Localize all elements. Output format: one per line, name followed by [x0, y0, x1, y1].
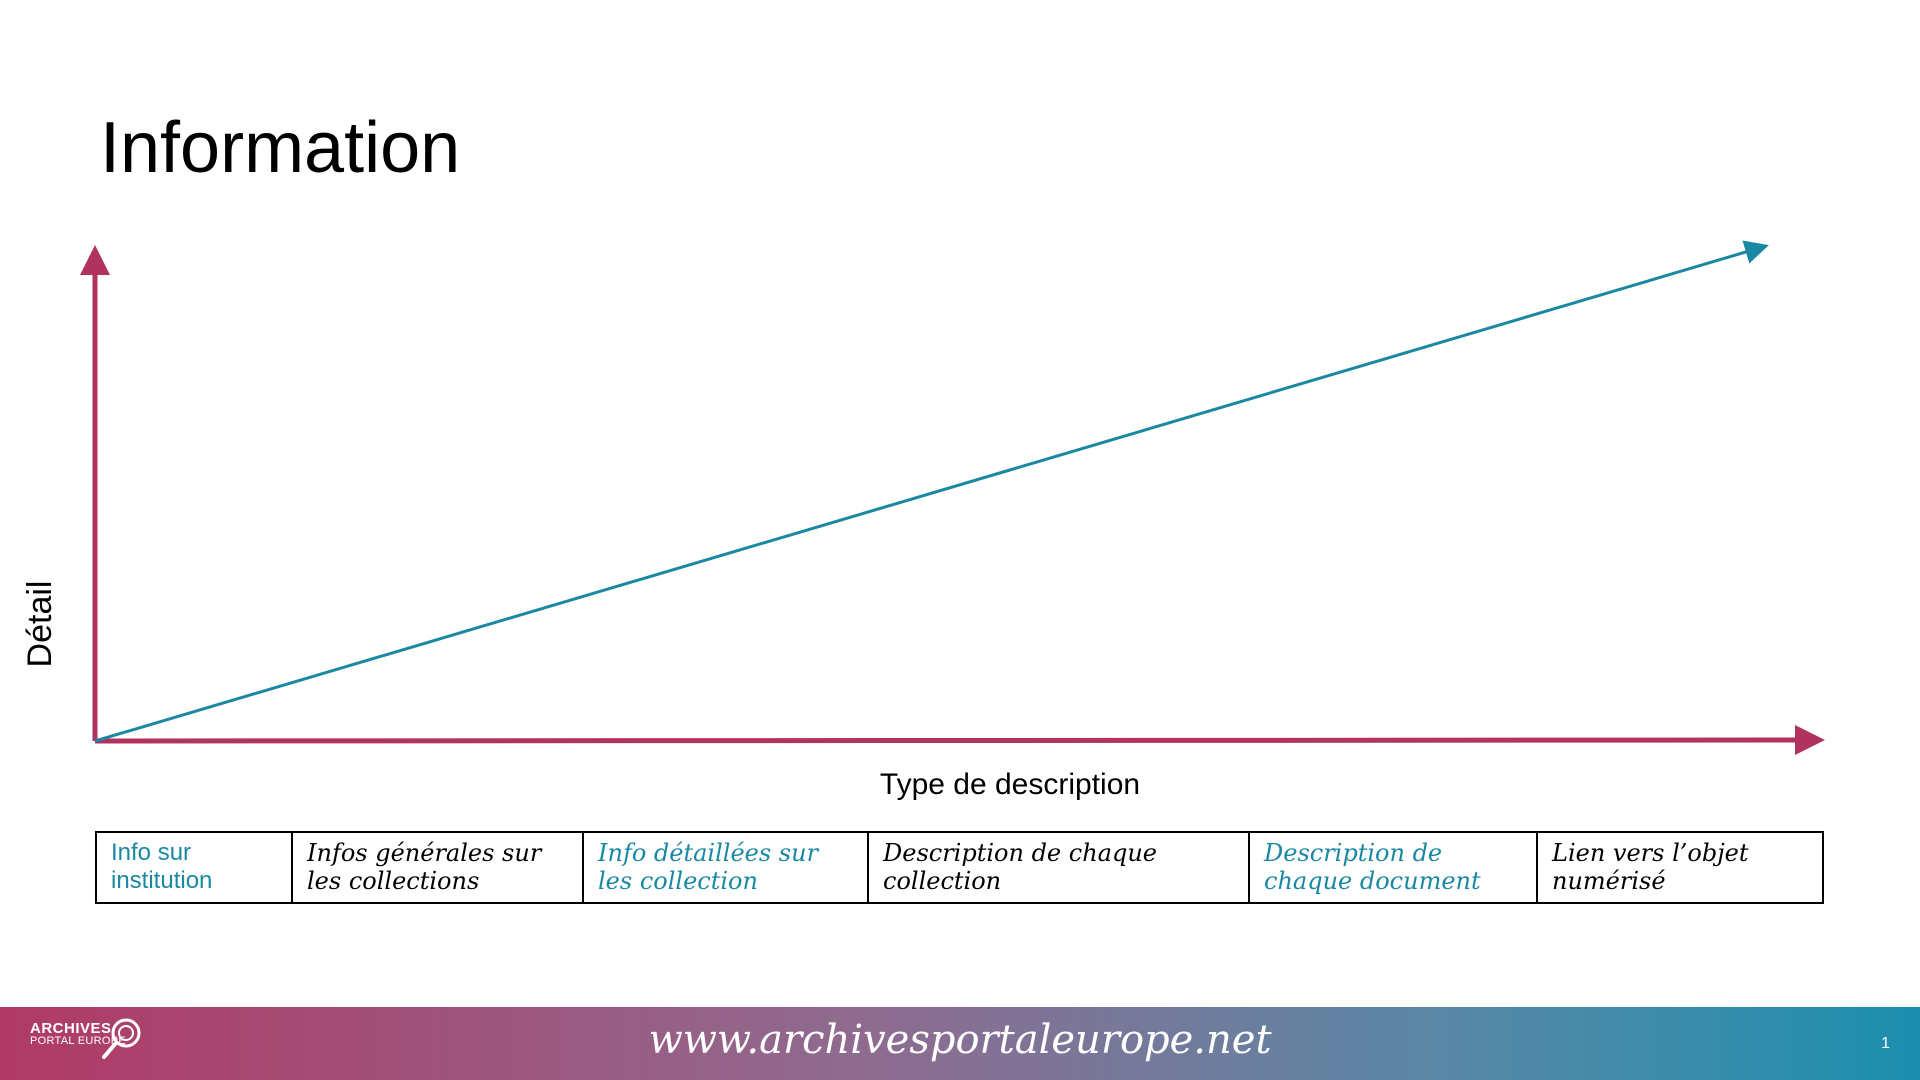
- slide-title: Information: [100, 108, 461, 188]
- archives-portal-europe-logo[interactable]: ARCHIVES PORTAL EUROPE: [30, 1018, 141, 1059]
- footer-url-link[interactable]: www.archivesportaleurope.net: [648, 1017, 1272, 1063]
- table-cell-each-document: Description de chaque document: [1248, 833, 1536, 902]
- description-type-table: Info sur institution Infos générales sur…: [95, 831, 1824, 904]
- logo-text-top: ARCHIVES: [30, 1020, 112, 1037]
- logo-text-bottom: PORTAL EUROPE: [30, 1035, 126, 1047]
- table-cell-detailed-collections: Info détaillées sur les collection: [582, 833, 867, 902]
- table-cell-general-collections: Infos générales sur les collections: [291, 833, 582, 902]
- y-axis-label: Détail: [20, 580, 59, 668]
- footer-bar: ARCHIVES PORTAL EUROPE www.archivesporta…: [0, 1007, 1920, 1080]
- trend-arrow-line: [94, 240, 1769, 743]
- page-number: 1: [1881, 1035, 1890, 1052]
- x-axis-label: Type de description: [879, 768, 1141, 801]
- table-cell-institution: Info sur institution: [111, 839, 213, 894]
- table-cell-each-collection: Description de chaque collection: [867, 833, 1248, 902]
- x-axis: [94, 725, 1825, 756]
- detail-diagram: [80, 240, 1825, 756]
- magnifier-icon: [102, 1015, 144, 1065]
- table-cell-digital-object-link: Lien vers l’objet numérisé: [1536, 833, 1822, 902]
